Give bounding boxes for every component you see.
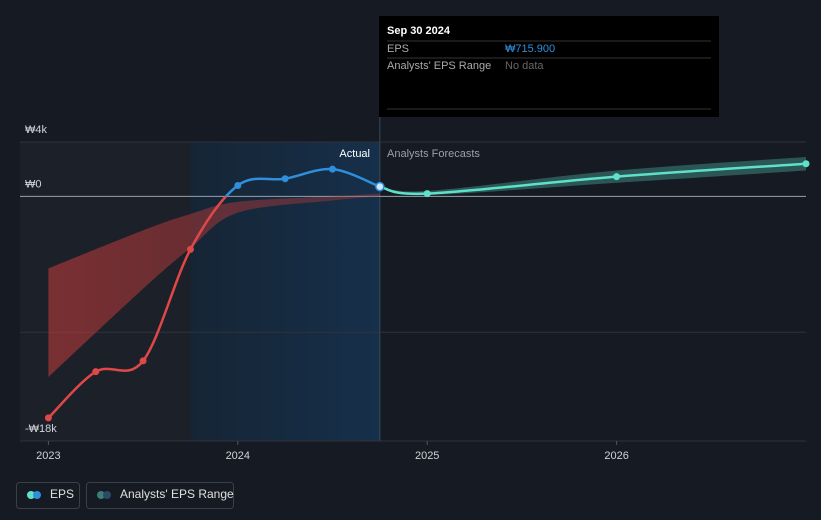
legend-label: EPS bbox=[50, 487, 74, 501]
eps-point bbox=[92, 368, 100, 376]
legend-swatch bbox=[97, 491, 105, 499]
eps-point bbox=[613, 173, 621, 181]
legend-swatch bbox=[103, 491, 111, 499]
tooltip-eps-label: EPS bbox=[387, 43, 409, 55]
tooltip-range-label: Analysts' EPS Range bbox=[387, 60, 491, 72]
eps-point bbox=[139, 357, 147, 365]
x-tick-label: 2025 bbox=[415, 450, 439, 462]
x-tick-label: 2024 bbox=[226, 450, 250, 462]
y-tick-label: ₩0 bbox=[25, 178, 42, 190]
eps-point bbox=[329, 165, 337, 173]
x-tick-label: 2023 bbox=[36, 450, 60, 462]
eps-point bbox=[375, 181, 385, 192]
tooltip-range-value: No data bbox=[505, 60, 544, 72]
plot-background bbox=[20, 117, 806, 445]
eps-line bbox=[379, 162, 807, 196]
legend-label: Analysts' EPS Range bbox=[120, 487, 234, 501]
forecast-label: Analysts Forecasts bbox=[387, 148, 480, 160]
eps-point bbox=[186, 245, 194, 253]
eps-point bbox=[234, 181, 242, 189]
tooltip-eps-value: ₩715.900 bbox=[505, 43, 555, 55]
x-tick-label: 2026 bbox=[604, 450, 628, 462]
actual-label: Actual bbox=[339, 148, 370, 160]
plot bbox=[44, 156, 810, 422]
y-tick-label: -₩18k bbox=[25, 423, 57, 435]
eps-point bbox=[802, 160, 810, 168]
range-area bbox=[379, 156, 806, 196]
tooltip-box bbox=[379, 16, 719, 117]
legend-item[interactable] bbox=[16, 482, 80, 509]
eps-line bbox=[47, 167, 381, 419]
highlight-region bbox=[190, 142, 380, 441]
tooltip-title: Sep 30 2024 bbox=[387, 25, 451, 37]
legend-swatch bbox=[27, 491, 35, 499]
eps-point bbox=[44, 414, 52, 422]
range-area bbox=[48, 193, 380, 378]
tooltip: Sep 30 2024 EPS ₩715.900 Analysts' EPS R… bbox=[379, 16, 719, 117]
eps-point bbox=[423, 190, 431, 198]
legend: EPS Analysts' EPS Range bbox=[16, 482, 234, 509]
legend-swatch bbox=[33, 491, 41, 499]
legend-item[interactable] bbox=[86, 482, 234, 509]
y-tick-label: ₩4k bbox=[25, 124, 48, 136]
eps-point bbox=[281, 175, 289, 183]
